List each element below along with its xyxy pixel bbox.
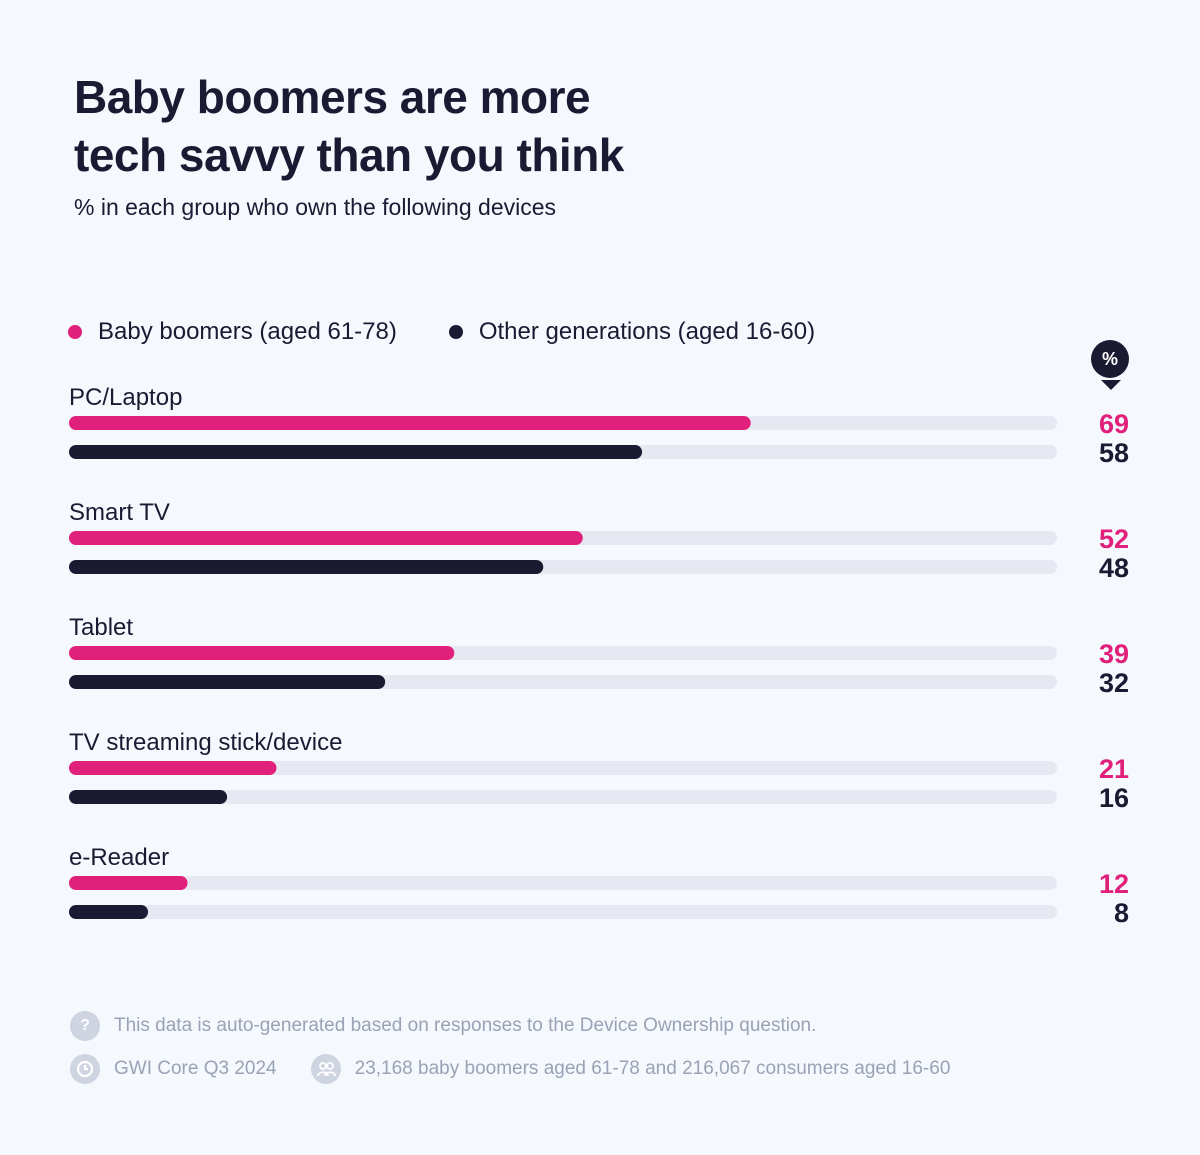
- footer-sample-text: 23,168 baby boomers aged 61-78 and 216,0…: [354, 1058, 951, 1079]
- bar-tv-streaming-stick-device-others: [69, 790, 228, 804]
- data-label-tv-streaming-stick-device-others: 16: [1099, 783, 1129, 813]
- bar-track-tv-streaming-stick-device-others: [69, 790, 1057, 804]
- chart-title-line-1: Baby boomers are more: [74, 71, 591, 123]
- data-label-pc-laptop-others: 58: [1099, 438, 1129, 468]
- data-label-tablet-others: 32: [1099, 668, 1129, 698]
- legend-label-boomers: Baby boomers (aged 61-78): [98, 318, 397, 345]
- legend: Baby boomers (aged 61-78) Other generati…: [68, 315, 867, 349]
- chart-subtitle: % in each group who own the following de…: [74, 194, 557, 220]
- question-icon: ?: [70, 1011, 100, 1041]
- footer-note: ? This data is auto-generated based on r…: [70, 1011, 816, 1041]
- gwi-logo-icon: [70, 1054, 100, 1084]
- percent-badge-arrow-icon: [1101, 380, 1121, 390]
- data-label-tv-streaming-stick-device-boomers: 21: [1099, 754, 1129, 784]
- bar-tablet-boomers: [69, 646, 455, 660]
- bar-pc-laptop-others: [69, 445, 643, 459]
- legend-item-others: Other generations (aged 16-60): [448, 318, 816, 346]
- bar-track-e-reader-boomers: [69, 876, 1057, 890]
- category-label-e-reader: e-Reader: [69, 844, 169, 871]
- legend-label-others: Other generations (aged 16-60): [478, 318, 816, 345]
- bar-e-reader-others: [69, 905, 149, 919]
- chart-title: Baby boomers are more tech savvy than yo…: [74, 68, 774, 184]
- bar-smart-tv-boomers: [69, 531, 583, 545]
- footer-sample: 23,168 baby boomers aged 61-78 and 216,0…: [310, 1054, 951, 1084]
- category-label-pc-laptop: PC/Laptop: [69, 384, 182, 411]
- data-label-e-reader-boomers: 12: [1099, 869, 1129, 899]
- footer-meta: GWI Core Q3 2024 23,168 baby boomers age…: [70, 1054, 984, 1084]
- data-label-tablet-boomers: 39: [1099, 639, 1129, 669]
- data-label-e-reader-others: 8: [1114, 898, 1129, 928]
- footer-source-text: GWI Core Q3 2024: [114, 1058, 277, 1079]
- legend-dot-others: [448, 325, 463, 339]
- footer-note-text: This data is auto-generated based on res…: [114, 1015, 817, 1036]
- bar-track-e-reader-others: [69, 905, 1057, 919]
- bar-smart-tv-others: [69, 560, 544, 574]
- legend-dot-boomers: [68, 325, 82, 339]
- category-label-tv-streaming-stick-device: TV streaming stick/device: [69, 729, 342, 756]
- data-label-smart-tv-boomers: 52: [1099, 524, 1129, 554]
- category-label-smart-tv: Smart TV: [69, 499, 170, 526]
- chart-title-line-2: tech savvy than you think: [74, 129, 624, 181]
- percent-unit-badge: %: [1091, 340, 1129, 378]
- footer-source: GWI Core Q3 2024: [70, 1054, 277, 1084]
- bar-pc-laptop-boomers: [69, 416, 751, 430]
- bar-tv-streaming-stick-device-boomers: [69, 761, 277, 775]
- bar-tablet-others: [69, 675, 386, 689]
- category-label-tablet: Tablet: [69, 614, 133, 641]
- bar-track-tv-streaming-stick-device-boomers: [69, 761, 1057, 775]
- data-label-pc-laptop-boomers: 69: [1099, 409, 1129, 439]
- data-label-smart-tv-others: 48: [1099, 553, 1129, 583]
- legend-item-boomers: Baby boomers (aged 61-78): [68, 318, 397, 346]
- bar-e-reader-boomers: [69, 876, 188, 890]
- people-icon: [310, 1054, 341, 1084]
